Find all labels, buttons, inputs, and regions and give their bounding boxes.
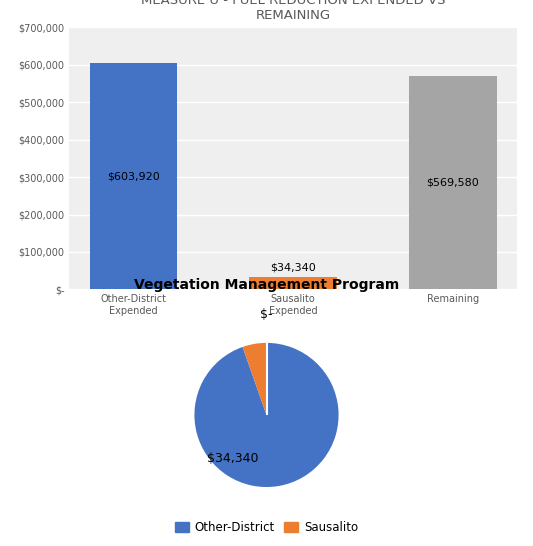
Text: $-: $- [260, 307, 273, 321]
Title: Vegetation Management Program: Vegetation Management Program [134, 278, 399, 292]
Title: MEASURE U - FUEL REDUCTION EXPENDED VS
REMAINING: MEASURE U - FUEL REDUCTION EXPENDED VS R… [141, 0, 446, 22]
Bar [249, 276, 337, 289]
Bar [409, 76, 497, 289]
Text: $603,920: $603,920 [107, 171, 160, 181]
Text: $34,340: $34,340 [270, 262, 316, 272]
Legend: Other-District, Sausalito: Other-District, Sausalito [170, 517, 363, 539]
Wedge shape [195, 343, 338, 487]
Bar [90, 63, 177, 289]
Text: $34,340: $34,340 [207, 452, 259, 465]
Text: $569,580: $569,580 [426, 178, 479, 188]
Wedge shape [243, 343, 266, 415]
